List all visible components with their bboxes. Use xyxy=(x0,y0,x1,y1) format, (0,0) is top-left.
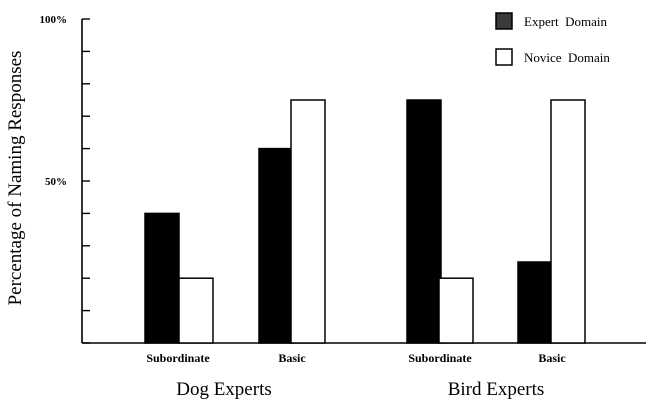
bar-expert-dog-subordinate xyxy=(144,212,180,344)
legend-swatch-expert xyxy=(495,12,513,30)
group-label: Bird Experts xyxy=(448,379,545,400)
legend-label: Expert Domain xyxy=(524,14,608,29)
bar-novice-bird-basic xyxy=(550,99,586,344)
bar-novice-bird-subordinate xyxy=(438,277,474,344)
bar-expert-dog-basic xyxy=(258,147,294,344)
category-label: Subordinate xyxy=(408,351,472,365)
legend: Expert Domain Novice Domain xyxy=(495,12,610,66)
bar-novice-dog-subordinate xyxy=(178,277,214,344)
bar-expert-bird-basic xyxy=(517,261,553,344)
legend-label: Novice Domain xyxy=(524,50,610,65)
bar-novice-dog-basic xyxy=(290,99,326,344)
y-tick-label: 100% xyxy=(40,14,68,26)
legend-swatch-novice xyxy=(495,48,513,66)
category-label: Basic xyxy=(538,351,566,365)
category-label: Basic xyxy=(278,351,306,365)
bars xyxy=(144,99,586,344)
labels: Subordinate Basic Dog Experts Subordinate Ba… xyxy=(146,351,566,400)
y-tick-label: 50% xyxy=(45,176,67,188)
group-label: Dog Experts xyxy=(176,379,272,400)
category-label: Subordinate xyxy=(146,351,210,365)
bar-expert-bird-subordinate xyxy=(406,99,442,344)
y-axis-title: Percentage of Naming Responses xyxy=(5,51,26,306)
